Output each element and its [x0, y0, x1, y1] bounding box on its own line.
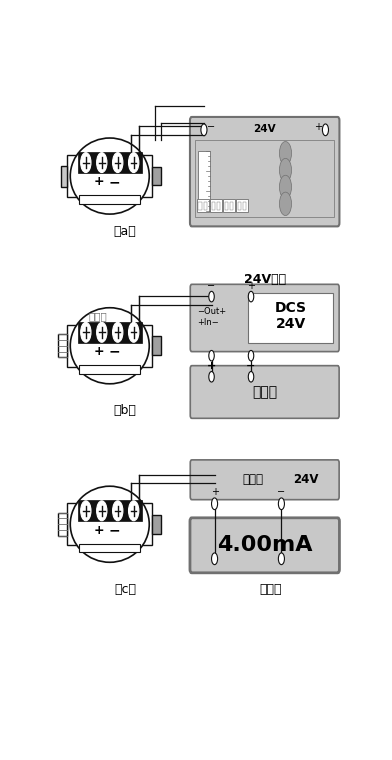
- FancyBboxPatch shape: [196, 141, 334, 217]
- FancyBboxPatch shape: [243, 202, 247, 210]
- Text: 4.00mA: 4.00mA: [217, 535, 312, 556]
- Text: −: −: [109, 175, 120, 189]
- FancyBboxPatch shape: [60, 166, 67, 187]
- Text: （a）: （a）: [114, 225, 136, 238]
- FancyBboxPatch shape: [217, 202, 220, 210]
- Circle shape: [209, 372, 214, 382]
- FancyBboxPatch shape: [78, 321, 142, 343]
- Circle shape: [279, 141, 292, 165]
- FancyBboxPatch shape: [238, 202, 241, 210]
- Text: −: −: [109, 344, 120, 359]
- Text: +: +: [94, 524, 104, 537]
- FancyBboxPatch shape: [67, 155, 152, 197]
- Circle shape: [113, 322, 123, 342]
- Circle shape: [248, 291, 254, 302]
- FancyBboxPatch shape: [197, 199, 209, 212]
- Circle shape: [96, 322, 107, 342]
- Text: 24V: 24V: [253, 124, 276, 134]
- Text: （b）: （b）: [114, 404, 136, 416]
- Circle shape: [113, 501, 123, 521]
- FancyBboxPatch shape: [58, 334, 67, 357]
- Circle shape: [212, 498, 218, 510]
- FancyBboxPatch shape: [225, 202, 228, 210]
- FancyBboxPatch shape: [152, 337, 161, 355]
- FancyBboxPatch shape: [58, 512, 67, 536]
- Ellipse shape: [70, 308, 149, 384]
- FancyBboxPatch shape: [79, 195, 140, 204]
- Text: +: +: [211, 487, 219, 497]
- FancyBboxPatch shape: [67, 325, 152, 367]
- FancyBboxPatch shape: [190, 117, 339, 226]
- Circle shape: [279, 192, 292, 216]
- Text: −: −: [207, 281, 216, 291]
- FancyBboxPatch shape: [223, 199, 235, 212]
- Circle shape: [322, 124, 328, 136]
- Circle shape: [96, 501, 107, 521]
- FancyBboxPatch shape: [203, 202, 207, 210]
- Circle shape: [279, 158, 292, 182]
- FancyBboxPatch shape: [211, 199, 222, 212]
- Circle shape: [129, 501, 139, 521]
- Text: DCS
24V: DCS 24V: [274, 301, 307, 331]
- Ellipse shape: [70, 486, 149, 562]
- Text: +: +: [94, 345, 104, 358]
- FancyBboxPatch shape: [248, 293, 333, 344]
- Ellipse shape: [70, 138, 149, 214]
- Text: 安全栅: 安全栅: [243, 473, 263, 486]
- Text: −: −: [246, 361, 256, 371]
- Text: +In−: +In−: [197, 318, 219, 327]
- FancyBboxPatch shape: [152, 166, 161, 185]
- FancyBboxPatch shape: [230, 202, 233, 210]
- Text: 24V电源: 24V电源: [244, 273, 286, 286]
- Circle shape: [278, 553, 285, 565]
- FancyBboxPatch shape: [79, 543, 140, 553]
- FancyBboxPatch shape: [190, 460, 339, 499]
- Text: −: −: [207, 122, 216, 132]
- Circle shape: [279, 176, 292, 198]
- Text: +: +: [314, 122, 322, 132]
- Circle shape: [201, 124, 207, 136]
- Text: +: +: [207, 361, 216, 371]
- Circle shape: [81, 153, 91, 173]
- Circle shape: [248, 350, 254, 361]
- Text: 24V: 24V: [293, 473, 318, 486]
- FancyBboxPatch shape: [195, 123, 334, 138]
- FancyBboxPatch shape: [190, 284, 339, 352]
- FancyBboxPatch shape: [78, 500, 142, 521]
- Text: −Out+: −Out+: [197, 307, 226, 316]
- Text: 变送器: 变送器: [88, 312, 107, 321]
- Circle shape: [129, 322, 139, 342]
- FancyBboxPatch shape: [198, 202, 202, 210]
- Circle shape: [81, 322, 91, 342]
- Circle shape: [96, 153, 107, 173]
- Text: 电流表: 电流表: [260, 583, 282, 597]
- FancyBboxPatch shape: [190, 518, 339, 573]
- Circle shape: [248, 372, 254, 382]
- FancyBboxPatch shape: [152, 515, 161, 534]
- FancyBboxPatch shape: [198, 151, 210, 211]
- Circle shape: [81, 501, 91, 521]
- FancyBboxPatch shape: [67, 503, 152, 546]
- FancyBboxPatch shape: [78, 152, 142, 173]
- FancyBboxPatch shape: [79, 365, 140, 374]
- Text: 显示器: 显示器: [252, 385, 277, 399]
- Circle shape: [113, 153, 123, 173]
- FancyBboxPatch shape: [212, 202, 215, 210]
- Circle shape: [278, 498, 285, 510]
- FancyBboxPatch shape: [236, 199, 248, 212]
- Circle shape: [209, 350, 214, 361]
- Text: +: +: [94, 176, 104, 188]
- Text: −: −: [109, 523, 120, 537]
- FancyBboxPatch shape: [190, 366, 339, 418]
- Circle shape: [129, 153, 139, 173]
- Text: +: +: [247, 281, 255, 291]
- Circle shape: [209, 291, 214, 302]
- Circle shape: [212, 553, 218, 565]
- Text: （c）: （c）: [114, 583, 136, 597]
- Text: −: −: [278, 487, 285, 497]
